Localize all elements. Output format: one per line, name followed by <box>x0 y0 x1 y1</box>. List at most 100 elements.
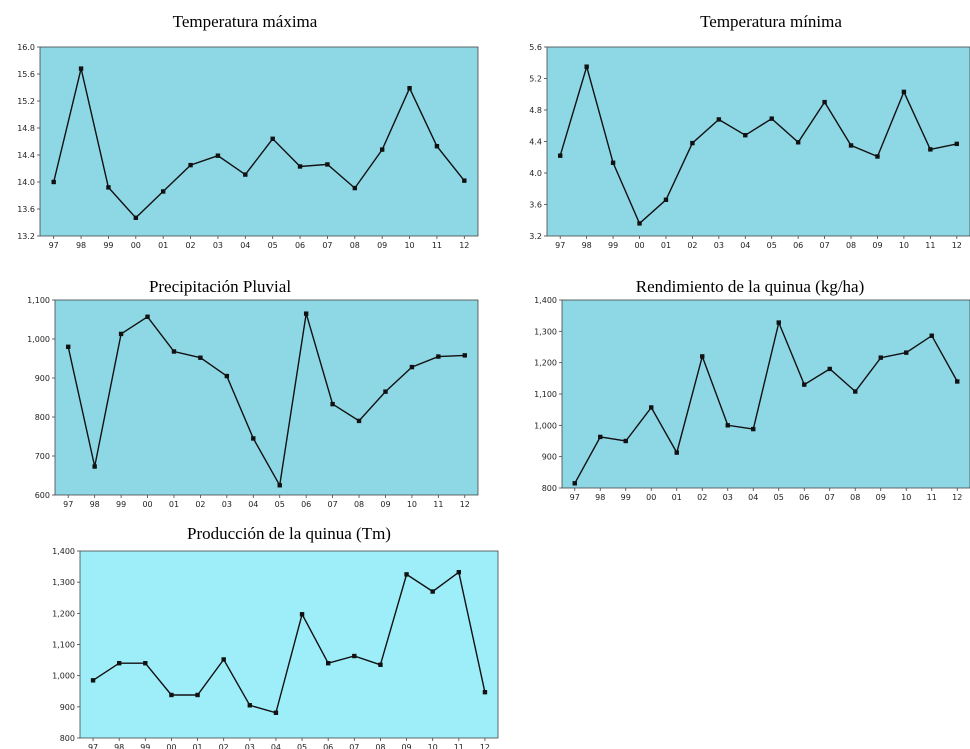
x-tick-label: 05 <box>297 743 307 749</box>
data-point <box>725 423 730 428</box>
data-point <box>118 331 124 337</box>
y-tick-label: 1,000 <box>52 672 75 681</box>
x-tick-label: 11 <box>454 743 464 749</box>
data-point <box>875 154 880 159</box>
x-tick-label: 98 <box>114 743 124 749</box>
y-tick-label: 900 <box>60 703 75 712</box>
data-point <box>610 160 616 165</box>
data-point <box>90 678 96 683</box>
x-tick-label: 12 <box>480 743 490 749</box>
data-point <box>482 689 488 695</box>
x-tick-label: 99 <box>103 241 113 250</box>
x-tick-label: 02 <box>697 493 707 502</box>
y-tick-label: 16.0 <box>17 43 35 52</box>
data-point <box>802 382 807 387</box>
data-point <box>462 178 467 183</box>
x-tick-label: 02 <box>185 241 195 250</box>
data-point <box>598 434 603 440</box>
data-point <box>383 389 388 394</box>
y-tick-label: 1,100 <box>52 641 75 650</box>
plot-area <box>39 46 479 237</box>
x-tick-label: 98 <box>595 493 605 502</box>
x-tick-label: 02 <box>687 241 697 250</box>
x-tick-label: 97 <box>570 493 580 502</box>
y-tick-label: 800 <box>542 484 557 493</box>
data-point <box>325 661 331 666</box>
data-point <box>379 147 385 152</box>
data-point <box>221 657 226 662</box>
x-tick-label: 11 <box>927 493 937 502</box>
chart-2: Temperatura mínima 3.2 3.6 4.0 4.4 4.8 5.2 5.6 9… <box>529 12 970 250</box>
y-tick-label: 1,100 <box>27 296 50 305</box>
x-tick-label: 98 <box>582 241 592 250</box>
x-tick-label: 01 <box>672 493 682 502</box>
data-point <box>215 153 221 158</box>
data-point <box>160 189 166 194</box>
x-tick-label: 07 <box>328 500 338 509</box>
data-point <box>92 464 97 469</box>
plot-area <box>54 299 479 496</box>
x-tick-label: 12 <box>459 241 469 250</box>
data-point <box>584 64 589 69</box>
x-tick-label: 03 <box>245 743 255 749</box>
x-tick-label: 04 <box>248 500 258 509</box>
data-point <box>409 364 415 370</box>
data-point <box>751 426 756 432</box>
y-tick-label: 1,000 <box>534 421 557 430</box>
x-tick-label: 03 <box>222 500 232 509</box>
x-tick-label: 03 <box>213 241 223 250</box>
x-tick-label: 01 <box>158 241 168 250</box>
x-tick-label: 00 <box>131 241 141 250</box>
data-point <box>572 481 577 486</box>
data-point <box>407 85 412 91</box>
data-point <box>378 662 383 667</box>
y-tick-label: 900 <box>35 374 50 383</box>
x-tick-label: 99 <box>140 743 150 749</box>
x-tick-label: 03 <box>723 493 733 502</box>
data-point <box>195 692 200 698</box>
x-tick-label: 00 <box>166 743 176 749</box>
data-point <box>198 355 203 360</box>
y-tick-label: 1,000 <box>27 335 50 344</box>
data-point <box>352 185 358 191</box>
data-point <box>436 354 441 359</box>
x-tick-label: 08 <box>350 241 360 250</box>
y-tick-label: 1,400 <box>534 296 557 305</box>
y-tick-label: 3.2 <box>529 232 542 241</box>
data-point <box>251 436 256 441</box>
y-tick-label: 1,300 <box>52 578 75 587</box>
x-tick-label: 01 <box>192 743 202 749</box>
series-line <box>559 64 957 225</box>
data-point <box>878 355 883 360</box>
data-point <box>716 117 722 122</box>
x-tick-label: 10 <box>899 241 909 250</box>
x-tick-label: 04 <box>748 493 758 502</box>
x-tick-label: 05 <box>767 241 777 250</box>
x-tick-label: 12 <box>952 493 962 502</box>
data-point <box>270 136 275 141</box>
y-tick-label: 1,100 <box>534 390 557 399</box>
x-tick-label: 01 <box>169 500 179 509</box>
x-tick-label: 12 <box>460 500 470 509</box>
data-point <box>700 354 705 359</box>
x-tick-label: 06 <box>323 743 333 749</box>
plot-area <box>561 299 970 489</box>
chart-5: Producción de la quinua (Tm) 800 900 1,000 1… <box>52 524 499 749</box>
x-tick-label: 11 <box>432 241 442 250</box>
data-point <box>462 353 467 358</box>
data-point <box>352 653 357 659</box>
x-tick-label: 02 <box>219 743 229 749</box>
x-tick-label: 06 <box>301 500 311 509</box>
x-tick-label: 09 <box>377 241 387 250</box>
data-point <box>649 405 654 410</box>
x-tick-label: 06 <box>793 241 803 250</box>
y-tick-label: 4.0 <box>529 169 542 178</box>
data-point <box>776 320 781 325</box>
x-tick-label: 99 <box>116 500 126 509</box>
data-point <box>434 144 440 149</box>
x-tick-label: 09 <box>872 241 882 250</box>
x-tick-label: 05 <box>275 500 285 509</box>
data-point <box>901 89 907 95</box>
x-tick-label: 10 <box>428 743 438 749</box>
